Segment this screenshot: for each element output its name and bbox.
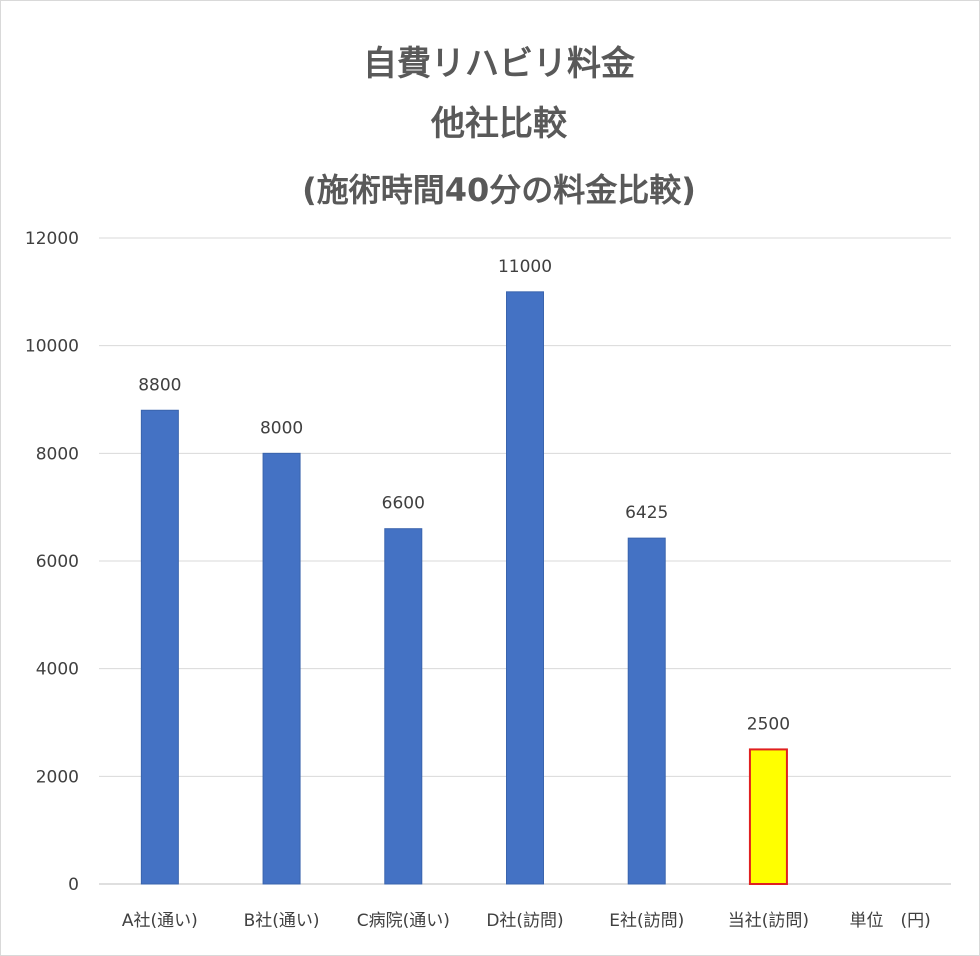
chart-title-line-2: 他社比較 <box>430 104 568 144</box>
bar <box>627 537 666 885</box>
data-label: 8000 <box>260 418 303 438</box>
category-label: B社(通い) <box>244 911 320 931</box>
y-tick-label: 12000 <box>25 229 79 249</box>
bar <box>262 452 301 885</box>
data-label: 6600 <box>382 494 425 514</box>
category-label: C病院(通い) <box>357 911 450 931</box>
category-label: E社(訪問) <box>609 911 684 931</box>
data-label: 2500 <box>747 714 790 734</box>
y-tick-label: 4000 <box>36 660 79 680</box>
bar <box>506 291 544 885</box>
chart-title-line-3: (施術時間40分の料金比較) <box>302 171 696 209</box>
category-label: 単位 (円) <box>850 911 931 931</box>
chart-title: 自費リハビリ料金 他社比較 (施術時間40分の料金比較) <box>302 44 696 209</box>
y-tick-label: 8000 <box>36 444 79 464</box>
data-label: 8800 <box>138 375 181 395</box>
bar <box>748 748 788 886</box>
data-label: 11000 <box>498 257 552 277</box>
y-tick-label: 0 <box>68 875 79 895</box>
x-axis-category-labels: A社(通い) B社(通い) C病院(通い) D社(訪問) E社(訪問) 当社(訪問) 単位 … <box>122 911 931 931</box>
y-tick-label: 6000 <box>36 552 79 572</box>
category-label: A社(通い) <box>122 911 198 931</box>
data-label: 6425 <box>625 503 668 523</box>
chart-title-line-1: 自費リハビリ料金 <box>363 44 636 84</box>
category-label: D社(訪問) <box>486 911 563 931</box>
y-tick-label: 10000 <box>25 337 79 357</box>
y-tick-label: 2000 <box>36 767 79 787</box>
y-axis-tick-labels: 0 2000 4000 6000 8000 10000 12000 <box>25 229 79 895</box>
category-label: 当社(訪問) <box>728 911 809 931</box>
data-labels: 8800 8000 6600 11000 6425 2500 <box>138 257 790 735</box>
bar <box>140 409 179 885</box>
bars <box>140 291 788 886</box>
bar <box>384 528 423 885</box>
